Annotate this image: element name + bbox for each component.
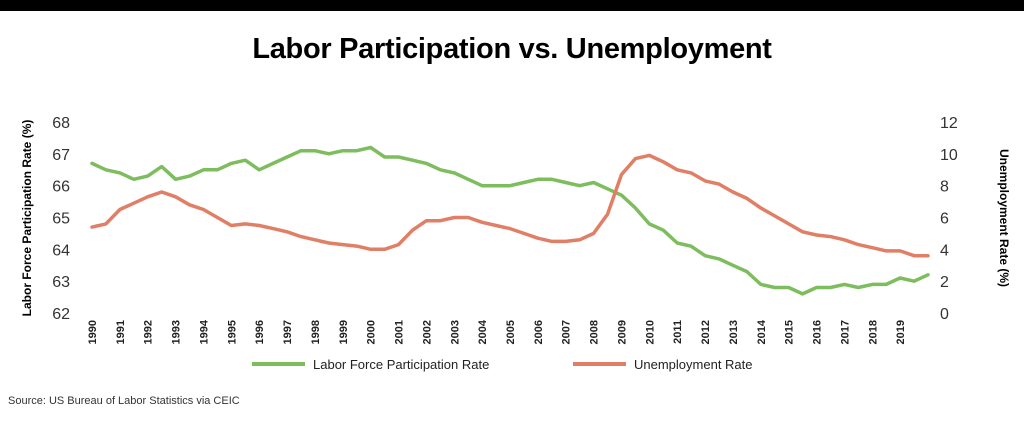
chart-title: Labor Participation vs. Unemployment (252, 33, 772, 65)
right-y-tick-label: 0 (940, 306, 949, 323)
x-tick-label: 1992 (143, 320, 155, 344)
x-tick-label: 2002 (421, 320, 433, 344)
x-tick-label: 2011 (672, 320, 684, 344)
x-tick-label: 2017 (839, 320, 851, 344)
x-tick-label: 1997 (282, 320, 294, 344)
x-tick-label: 1998 (310, 320, 322, 344)
x-tick-label: 2015 (784, 320, 796, 344)
x-tick-label: 2005 (505, 320, 517, 344)
right-axis-label: Unemployment Rate (%) (997, 149, 1011, 287)
x-tick-label: 2010 (644, 320, 656, 344)
series-line-unemployment (90, 153, 930, 258)
x-tick-label: 2013 (728, 320, 740, 344)
legend: Labor Force Participation Rate Unemploym… (252, 357, 753, 372)
left-y-tick-label: 68 (52, 115, 70, 132)
x-axis: 1990 1991 1992 1993 1994 1995 1996 1997 1998 1999… (87, 319, 907, 344)
x-tick-label: 2012 (700, 320, 712, 344)
right-y-tick-label: 4 (940, 242, 949, 259)
x-tick-label: 2016 (812, 320, 824, 344)
x-tick-label: 2009 (616, 320, 628, 344)
series-line-lfpr (90, 145, 930, 296)
left-y-tick-label: 66 (52, 179, 70, 196)
left-y-axis: 62 63 64 65 66 67 68 (52, 115, 70, 323)
right-y-tick-label: 8 (940, 179, 949, 196)
top-bar (0, 0, 1024, 11)
right-y-tick-label: 12 (940, 115, 958, 132)
x-tick-label: 2007 (561, 320, 573, 344)
left-y-tick-label: 67 (52, 147, 70, 164)
x-tick-label: 1993 (171, 320, 183, 344)
x-tick-label: 1990 (87, 320, 99, 344)
x-tick-label: 2004 (477, 319, 489, 344)
x-tick-label: 2000 (366, 320, 378, 344)
x-tick-label: 1991 (115, 320, 127, 344)
left-y-tick-label: 62 (52, 306, 70, 323)
series-lines (90, 145, 930, 296)
x-tick-label: 1995 (226, 320, 238, 344)
right-y-tick-label: 10 (940, 147, 958, 164)
x-tick-label: 2018 (867, 320, 879, 344)
x-tick-label: 1999 (338, 320, 350, 344)
x-tick-label: 2006 (533, 320, 545, 344)
left-y-tick-label: 64 (52, 242, 70, 259)
legend-label-lfpr: Labor Force Participation Rate (313, 357, 489, 372)
x-tick-label: 2001 (394, 320, 406, 344)
x-tick-label: 2008 (589, 320, 601, 344)
x-tick-label: 2014 (756, 319, 768, 344)
left-y-tick-label: 63 (52, 274, 70, 291)
left-axis-label: Labor Force Participation Rate (%) (20, 120, 34, 317)
legend-label-unemp: Unemployment Rate (634, 357, 753, 372)
x-tick-label: 1996 (254, 320, 266, 344)
right-y-tick-label: 6 (940, 211, 949, 228)
x-tick-label: 2003 (449, 320, 461, 344)
x-tick-label: 2019 (895, 320, 907, 344)
right-y-tick-label: 2 (940, 274, 949, 291)
source-note: Source: US Bureau of Labor Statistics vi… (8, 395, 240, 407)
right-y-axis: 0 2 4 6 8 10 12 (940, 115, 958, 323)
left-y-tick-label: 65 (52, 211, 70, 228)
x-tick-label: 1994 (198, 319, 210, 344)
